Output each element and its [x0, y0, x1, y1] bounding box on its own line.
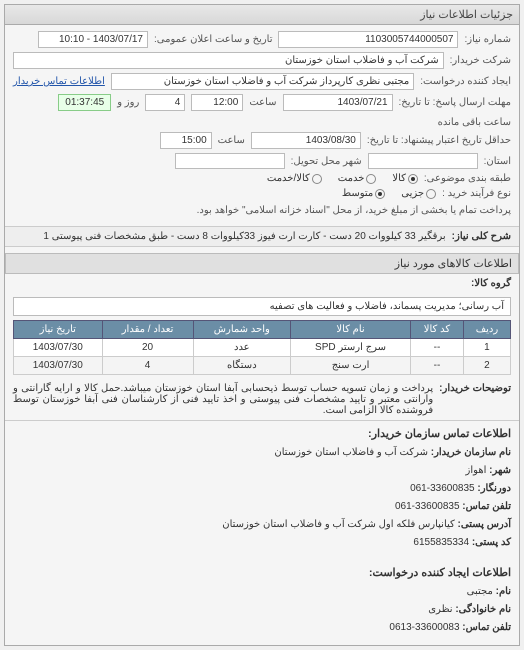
info-value: شرکت آب و فاضلاب استان خوزستان [274, 447, 428, 458]
days-and-label: روز و [117, 97, 139, 108]
info-value: اهواز [466, 465, 487, 476]
table-cell: 4 [102, 357, 193, 375]
table-header: تعداد / مقدار [102, 321, 193, 339]
table-cell: -- [410, 357, 463, 375]
buyer-notes-text: پرداخت و زمان تسویه حساب توسط ذیحسابی آب… [13, 383, 433, 416]
group-value: آب رسانی؛ مدیریت پسماند، فاضلاب و فعالیت… [13, 297, 511, 316]
req-no-field: 1103005744000507 [278, 31, 458, 48]
creator-info-list: نام: مجتبی نام خانوادگی: نظری تلفن تماس: 3… [5, 581, 519, 645]
table-cell: سرج ارستر SPD [291, 339, 411, 357]
table-cell: 1403/07/30 [14, 339, 103, 357]
table-cell: 2 [463, 357, 510, 375]
buyer-notes-label: توضیحات خریدار: [439, 383, 511, 416]
pkg-label: طبقه بندی موضوعی: [424, 173, 511, 184]
proc-note: پرداخت تمام یا بخشی از مبلغ خرید، از محل… [197, 205, 511, 216]
table-header: کد کالا [410, 321, 463, 339]
pub-time-field: 1403/07/17 - 10:10 [38, 31, 148, 48]
table-cell: عدد [193, 339, 291, 357]
info-key: تلفن تماس: [460, 622, 511, 633]
radio-goods[interactable]: کالا [392, 173, 418, 184]
info-key: نام سازمان خریدار: [428, 447, 511, 458]
table-row: 2--ارت سنجدستگاه41403/07/30 [14, 357, 511, 375]
contact-link[interactable]: اطلاعات تماس خریدار [13, 76, 105, 87]
info-key: تلفن تماس: [460, 501, 511, 512]
info-value: 33600835-061 [410, 483, 475, 494]
deadline-date-field: 1403/07/21 [283, 94, 393, 111]
province-field [368, 153, 478, 169]
table-header: واحد شمارش [193, 321, 291, 339]
proc-label: نوع فرآیند خرید : [442, 188, 511, 199]
validity-time-field: 15:00 [160, 132, 212, 149]
table-cell: 1403/07/30 [14, 357, 103, 375]
info-value: 6155835334 [413, 537, 469, 548]
info-value: 33600083-0613 [389, 622, 459, 633]
countdown-timer: 01:37:45 [58, 94, 111, 111]
panel-title: جزئیات اطلاعات نیاز [5, 5, 519, 25]
title-label: شرح کلی نیاز: [452, 231, 511, 242]
info-key: شهر: [486, 465, 511, 476]
validity-label: حداقل تاریخ اعتبار پیشنهاد: تا تاریخ: [367, 135, 511, 146]
table-cell: 20 [102, 339, 193, 357]
goods-table: ردیفکد کالانام کالاواحد شمارشتعداد / مقد… [13, 320, 511, 375]
details-panel: جزئیات اطلاعات نیاز شماره نیاز: 11030057… [4, 4, 520, 646]
radio-both[interactable]: کالا/خدمت [267, 173, 322, 184]
table-header: تاریخ نیاز [14, 321, 103, 339]
creator-info-title: اطلاعات ایجاد کننده درخواست: [5, 560, 519, 581]
radio-mid[interactable]: متوسط [342, 188, 385, 199]
city-label: شهر محل تحویل: [291, 156, 362, 167]
validity-date-field: 1403/08/30 [251, 132, 361, 149]
info-value: 33600835-061 [395, 501, 460, 512]
city-field [175, 153, 285, 169]
title-text: برقگیر 33 کیلووات 20 دست - کارت ارت فیوز… [13, 231, 446, 242]
table-header: نام کالا [291, 321, 411, 339]
deadline-time-field: 12:00 [191, 94, 243, 111]
info-value: کیانپارس فلکه اول شرکت آب و فاضلاب استان… [222, 519, 455, 530]
form-area: شماره نیاز: 1103005744000507 تاریخ و ساع… [5, 25, 519, 226]
time-label-1: ساعت [249, 97, 276, 108]
remain-days-field: 4 [145, 94, 185, 111]
creator-label: ایجاد کننده درخواست: [420, 76, 511, 87]
info-value: نظری [428, 604, 452, 615]
table-cell: ارت سنج [291, 357, 411, 375]
info-key: نام خانوادگی: [453, 604, 511, 615]
remain-suffix: ساعت باقی مانده [438, 117, 511, 128]
province-label: استان: [484, 156, 511, 167]
info-value: مجتبی [467, 586, 493, 597]
info-key: نام: [493, 586, 511, 597]
buyer-label: شرکت خریدار: [450, 55, 511, 66]
radio-goods-label: کالا [392, 173, 406, 184]
contact-list: نام سازمان خریدار: شرکت آب و فاضلاب استا… [5, 442, 519, 560]
table-row: 1--سرج ارستر SPDعدد201403/07/30 [14, 339, 511, 357]
radio-small-label: جزیی [401, 188, 424, 199]
buyer-field: شرکت آب و فاضلاب استان خوزستان [13, 52, 444, 69]
pub-time-label: تاریخ و ساعت اعلان عمومی: [154, 34, 273, 45]
radio-small[interactable]: جزیی [401, 188, 436, 199]
time-label-2: ساعت [218, 135, 245, 146]
goods-header: اطلاعات کالاهای مورد نیاز [5, 253, 519, 274]
radio-mid-label: متوسط [342, 188, 373, 199]
table-cell: -- [410, 339, 463, 357]
req-no-label: شماره نیاز: [464, 34, 511, 45]
table-cell: دستگاه [193, 357, 291, 375]
table-cell: 1 [463, 339, 510, 357]
deadline-label: مهلت ارسال پاسخ: تا تاریخ: [399, 97, 511, 108]
contact-title: اطلاعات تماس سازمان خریدار: [5, 421, 519, 442]
radio-service[interactable]: خدمت [338, 173, 377, 184]
group-label: گروه کالا: [471, 278, 511, 289]
radio-service-label: خدمت [338, 173, 365, 184]
info-key: کد پستی: [469, 537, 511, 548]
radio-both-label: کالا/خدمت [267, 173, 310, 184]
info-key: آدرس پستی: [455, 519, 511, 530]
table-header: ردیف [463, 321, 510, 339]
creator-field: مجتبی نظری کارپرداز شرکت آب و فاضلاب است… [111, 73, 414, 90]
info-key: دورنگار: [475, 483, 511, 494]
